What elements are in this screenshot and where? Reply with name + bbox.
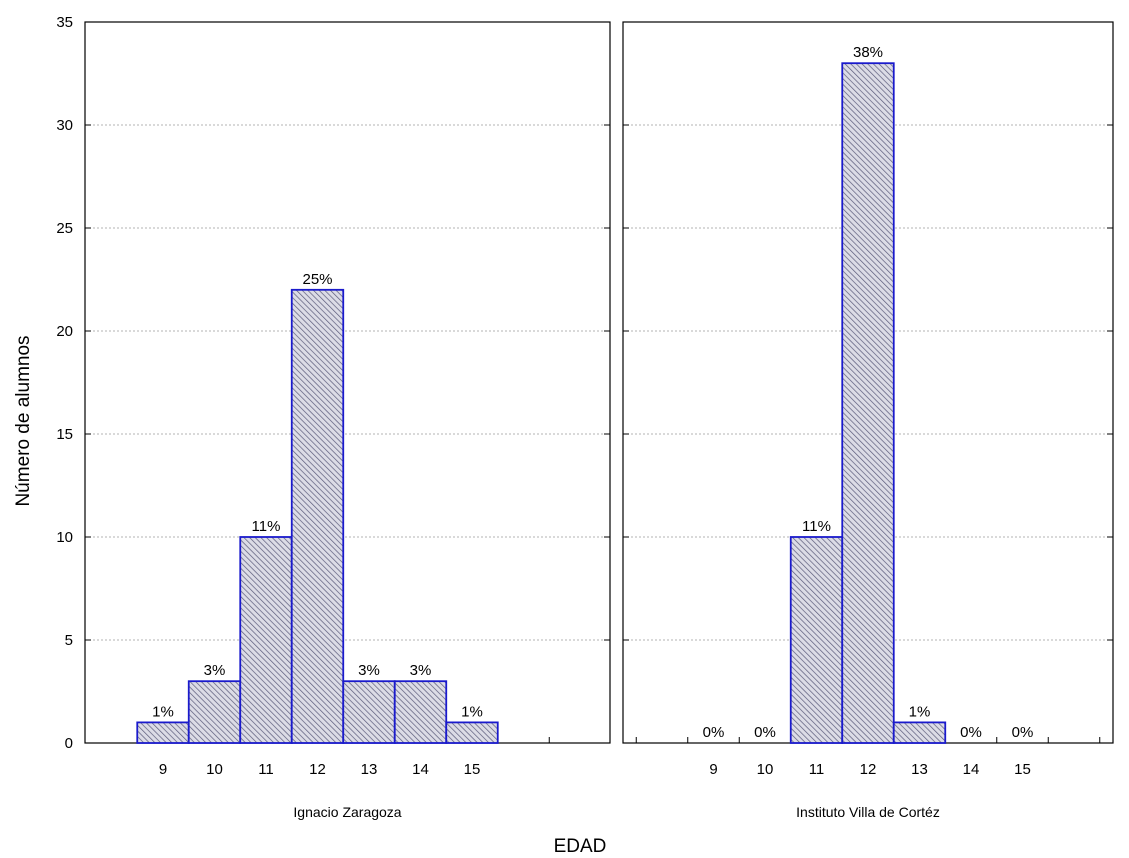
bar-value-label: 11% xyxy=(802,518,831,535)
bar-value-label: 0% xyxy=(960,724,982,741)
y-axis-title: Número de alumnos xyxy=(13,335,34,506)
bar xyxy=(789,536,844,744)
x-tick-label: 14 xyxy=(412,761,429,778)
bar-value-label: 3% xyxy=(358,662,380,679)
bar xyxy=(239,536,293,744)
y-tick-label: 20 xyxy=(56,323,73,340)
bar xyxy=(841,62,895,744)
bar xyxy=(290,288,345,744)
bar-value-label: 0% xyxy=(1012,724,1034,741)
x-tick-label: 14 xyxy=(963,761,980,778)
x-tick-label: 12 xyxy=(309,761,326,778)
y-tick-label: 0 xyxy=(65,735,73,752)
x-tick-label: 11 xyxy=(809,761,825,778)
y-tick-label: 30 xyxy=(56,117,73,134)
y-tick-label: 10 xyxy=(56,529,73,546)
x-tick-label: 15 xyxy=(464,761,481,778)
bar xyxy=(892,721,947,744)
panel-title: Instituto Villa de Cortéz xyxy=(796,804,940,820)
x-tick-label: 10 xyxy=(757,761,774,778)
x-tick-label: 11 xyxy=(258,761,274,778)
x-tick-label: 13 xyxy=(911,761,928,778)
x-tick-label: 13 xyxy=(361,761,378,778)
y-tick-label: 5 xyxy=(65,632,73,649)
bar xyxy=(342,680,396,744)
bar-value-label: 11% xyxy=(252,518,281,535)
bar-value-label: 25% xyxy=(302,271,332,288)
bar-value-label: 0% xyxy=(754,724,776,741)
bar xyxy=(187,680,242,744)
bar-value-label: 0% xyxy=(703,724,725,741)
bar-value-label: 1% xyxy=(909,703,931,720)
y-tick-label: 35 xyxy=(56,14,73,31)
bar-value-label: 3% xyxy=(204,662,226,679)
bar xyxy=(136,721,190,744)
bar-value-label: 38% xyxy=(853,44,883,61)
x-axis-title: EDAD xyxy=(554,836,607,857)
bar xyxy=(393,680,448,744)
x-tick-label: 15 xyxy=(1014,761,1031,778)
x-tick-label: 12 xyxy=(860,761,877,778)
x-tick-label: 9 xyxy=(159,761,167,778)
panel-title: Ignacio Zaragoza xyxy=(293,804,401,820)
x-tick-label: 10 xyxy=(206,761,223,778)
bar-value-label: 1% xyxy=(152,703,174,720)
panel-frame xyxy=(84,21,611,744)
bar xyxy=(445,721,499,744)
y-tick-label: 25 xyxy=(56,220,73,237)
y-tick-label: 15 xyxy=(56,426,73,443)
bar-value-label: 3% xyxy=(410,662,432,679)
bar-value-label: 1% xyxy=(461,703,483,720)
x-tick-label: 9 xyxy=(709,761,717,778)
